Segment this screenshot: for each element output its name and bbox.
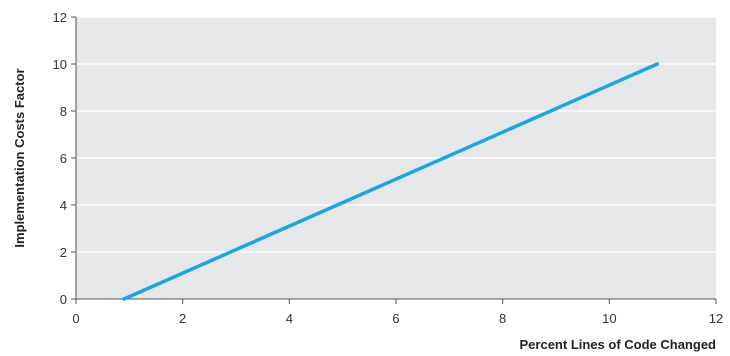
x-tick-label: 2 [179,311,186,326]
x-tick-label: 10 [602,311,616,326]
y-axis-label: Implementation Costs Factor [12,68,27,247]
x-axis-label: Percent Lines of Code Changed [520,337,717,352]
series-layer [122,62,660,301]
y-axis-ticks: 0 2 4 6 8 10 12 [53,10,76,307]
series-line [122,62,660,301]
x-axis-ticks: 0 2 4 6 8 10 12 [72,299,723,326]
y-tick-label: 8 [60,104,67,119]
y-tick-label: 12 [53,10,67,25]
gridlines [76,16,716,253]
x-tick-label: 8 [499,311,506,326]
x-tick-label: 0 [72,311,79,326]
y-tick-label: 6 [60,151,67,166]
x-tick-label: 4 [286,311,293,326]
x-tick-label: 12 [709,311,723,326]
y-tick-label: 10 [53,57,67,72]
y-tick-label: 2 [60,245,67,260]
y-tick-label: 4 [60,198,67,213]
x-tick-label: 6 [392,311,399,326]
y-tick-label: 0 [60,292,67,307]
